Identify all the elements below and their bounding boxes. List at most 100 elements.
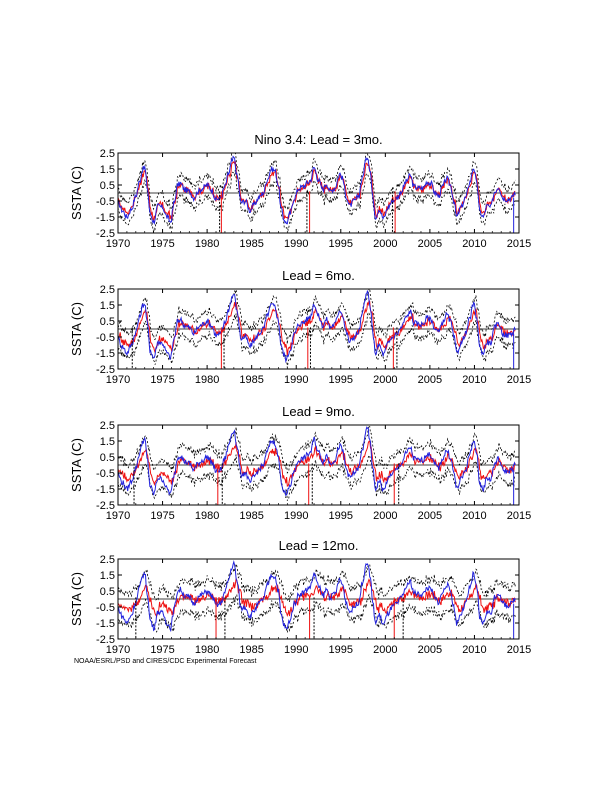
x-tick-label: 1975 xyxy=(150,238,174,250)
upper-bound-line xyxy=(118,426,516,474)
plot-area xyxy=(118,153,519,233)
x-tick-label: 1990 xyxy=(284,644,308,656)
y-tick-label: -2.5 xyxy=(96,500,115,512)
y-tick-label: -2.5 xyxy=(96,364,115,376)
y-tick-label: -2.5 xyxy=(96,634,115,646)
x-tick-label: 2000 xyxy=(373,238,397,250)
x-tick-label: 1975 xyxy=(150,644,174,656)
y-axis-label: SSTA (C) xyxy=(69,572,84,626)
y-tick-label: -0.5 xyxy=(96,196,115,208)
y-tick-label: 1.5 xyxy=(100,436,115,448)
x-tick-label: 2010 xyxy=(462,510,486,522)
y-tick-label: 0.5 xyxy=(100,586,115,598)
y-tick-label: 0.5 xyxy=(100,452,115,464)
x-tick-label: 1990 xyxy=(284,374,308,386)
x-tick-label: 1985 xyxy=(239,374,263,386)
observed-line xyxy=(118,290,516,364)
x-tick-label: 1985 xyxy=(239,238,263,250)
y-tick-label: -0.5 xyxy=(96,332,115,344)
y-tick-label: -1.5 xyxy=(96,212,115,224)
panel-title: Lead = 12mo. xyxy=(279,538,359,553)
y-axis-label: SSTA (C) xyxy=(69,166,84,220)
panel-lead-9: Lead = 9mo. SSTA (C) 1970 1975 1980 1985 1990 1… xyxy=(69,404,531,522)
x-tick-label: 2015 xyxy=(507,644,531,656)
y-tick-label: -1.5 xyxy=(96,484,115,496)
panel-frame xyxy=(117,424,520,506)
panel-frame xyxy=(117,288,520,370)
x-tick-label: 1975 xyxy=(150,374,174,386)
x-tick-label: 1980 xyxy=(195,374,219,386)
x-tick-label: 2000 xyxy=(373,644,397,656)
observed-line xyxy=(118,426,516,497)
x-tick-label: 2000 xyxy=(373,374,397,386)
panel-lead-6: Lead = 6mo. SSTA (C) 1970 1975 1980 1985 1990 1… xyxy=(69,268,531,386)
lower-bound-line xyxy=(118,312,516,368)
panel-title: Nino 3.4: Lead = 3mo. xyxy=(254,132,382,147)
x-tick-label: 1985 xyxy=(239,644,263,656)
x-tick-label: 2015 xyxy=(507,374,531,386)
y-tick-label: 1.5 xyxy=(100,164,115,176)
x-tick-label: 1980 xyxy=(195,510,219,522)
panel-frame xyxy=(117,558,520,640)
y-axis-label: SSTA (C) xyxy=(69,302,84,356)
y-tick-label: 1.5 xyxy=(100,300,115,312)
x-tick-label: 2010 xyxy=(462,238,486,250)
y-tick-label: -1.5 xyxy=(96,348,115,360)
x-tick-label: 1970 xyxy=(106,238,130,250)
y-tick-label: -0.5 xyxy=(96,602,115,614)
y-tick-label: 2.5 xyxy=(100,554,115,566)
y-tick-label: 0.5 xyxy=(100,180,115,192)
lower-bound-line xyxy=(118,593,516,633)
plot-area xyxy=(118,426,519,505)
lower-bound-line xyxy=(118,169,516,233)
x-tick-label: 1970 xyxy=(106,644,130,656)
forecast-line xyxy=(118,578,516,618)
panel-frame xyxy=(117,152,520,234)
y-axis-label: SSTA (C) xyxy=(69,438,84,492)
y-tick-label: 1.5 xyxy=(100,570,115,582)
plot-area xyxy=(118,559,519,639)
x-tick-label: 2005 xyxy=(418,510,442,522)
x-tick-label: 1970 xyxy=(106,374,130,386)
observed-line xyxy=(118,155,516,226)
upper-bound-line xyxy=(118,153,516,212)
panel-lead-12: Lead = 12mo. SSTA (C) 1970 1975 1980 1985 1990… xyxy=(69,538,531,656)
lower-bound-line xyxy=(118,454,516,501)
x-tick-label: 2015 xyxy=(507,238,531,250)
y-tick-label: 0.5 xyxy=(100,316,115,328)
x-tick-label: 2010 xyxy=(462,644,486,656)
panel-title: Lead = 6mo. xyxy=(282,268,355,283)
x-tick-label: 2005 xyxy=(418,374,442,386)
x-tick-label: 1995 xyxy=(329,374,353,386)
y-tick-label: -0.5 xyxy=(96,468,115,480)
x-tick-label: 2000 xyxy=(373,510,397,522)
observed-line xyxy=(118,559,516,633)
x-tick-label: 1990 xyxy=(284,238,308,250)
y-tick-label: -2.5 xyxy=(96,228,115,240)
credit-line: NOAA/ESRL/PSD and CIRES/CDC Experimental… xyxy=(74,658,257,665)
x-tick-label: 1995 xyxy=(329,644,353,656)
upper-bound-line xyxy=(118,563,516,603)
x-tick-label: 1975 xyxy=(150,510,174,522)
x-tick-label: 1995 xyxy=(329,238,353,250)
x-tick-label: 2015 xyxy=(507,510,531,522)
y-tick-label: 2.5 xyxy=(100,420,115,432)
x-tick-label: 1970 xyxy=(106,510,130,522)
y-tick-label: 2.5 xyxy=(100,284,115,296)
y-tick-label: 2.5 xyxy=(100,148,115,160)
plot-area xyxy=(118,289,519,369)
x-tick-label: 2010 xyxy=(462,374,486,386)
panel-title: Lead = 9mo. xyxy=(282,404,355,419)
x-tick-label: 2005 xyxy=(418,644,442,656)
x-tick-label: 1980 xyxy=(195,238,219,250)
x-tick-label: 1985 xyxy=(239,510,263,522)
x-tick-label: 2005 xyxy=(418,238,442,250)
x-tick-label: 1995 xyxy=(329,510,353,522)
x-tick-label: 1980 xyxy=(195,644,219,656)
panel-lead-3: Nino 3.4: Lead = 3mo. SSTA (C) 1970 1975 198… xyxy=(69,132,531,250)
y-tick-label: -1.5 xyxy=(96,618,115,630)
upper-bound-line xyxy=(118,289,516,345)
x-tick-label: 1990 xyxy=(284,510,308,522)
